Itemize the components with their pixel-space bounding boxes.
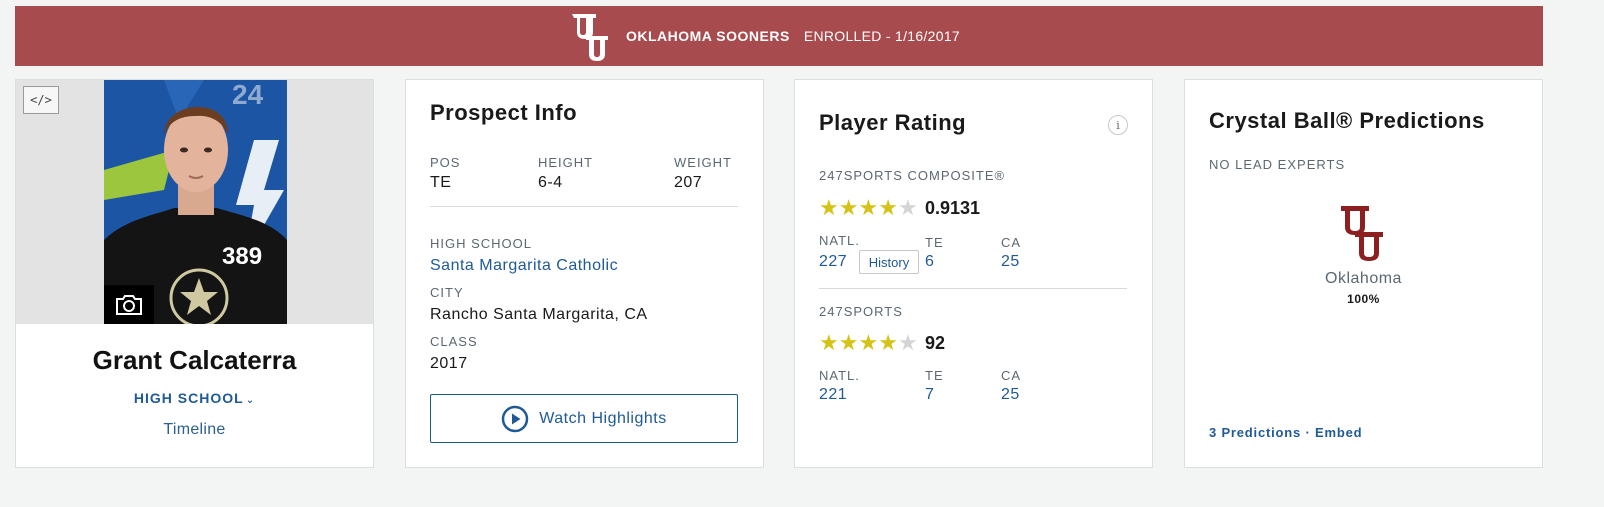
class-value: 2017 bbox=[430, 355, 468, 372]
player-rating-card: Player Rating i 247SPORTS COMPOSITE® ★ ★ ★… bbox=[794, 79, 1153, 468]
team-banner: OKLAHOMA SOONERS ENROLLED - 1/16/2017 bbox=[15, 6, 1543, 66]
crystal-ball-footer: 3 Predictions · Embed bbox=[1209, 425, 1362, 440]
weight-label: WEIGHT bbox=[674, 155, 732, 170]
oklahoma-ou-logo-icon[interactable] bbox=[1339, 202, 1387, 266]
oklahoma-ou-logo-icon[interactable] bbox=[568, 8, 612, 64]
sports-natl-rank[interactable]: 221 bbox=[819, 386, 848, 403]
photo-area: </> 24 389 bbox=[16, 80, 373, 324]
footer-separator: · bbox=[1305, 425, 1311, 440]
weight-value: 207 bbox=[674, 174, 703, 191]
sports-score: 92 bbox=[925, 333, 946, 353]
pos-label: POS bbox=[430, 155, 461, 170]
sports-pos-rank[interactable]: 7 bbox=[925, 386, 935, 403]
predicted-team: Oklahoma bbox=[1325, 270, 1402, 287]
sports-pos-label: TE bbox=[925, 368, 944, 383]
star-empty-icon: ★ bbox=[897, 330, 918, 355]
banner-enrolled-status: ENROLLED - 1/16/2017 bbox=[803, 28, 961, 44]
sports-stars: ★ ★ ★ ★ ★ bbox=[819, 332, 918, 354]
player-rating-title: Player Rating bbox=[819, 110, 967, 135]
banner-content: OKLAHOMA SOONERS ENROLLED - 1/16/2017 bbox=[568, 8, 960, 64]
watch-highlights-button[interactable]: Watch Highlights bbox=[430, 394, 738, 443]
prospect-info-card: Prospect Info POS TE HEIGHT 6-4 WEIGHT 2… bbox=[405, 79, 764, 468]
height-value: 6-4 bbox=[538, 174, 563, 191]
star-filled-icon: ★ bbox=[878, 195, 898, 220]
composite-score: 0.9131 bbox=[925, 198, 981, 218]
height-label: HEIGHT bbox=[538, 155, 594, 170]
sports-natl-label: NATL. bbox=[819, 368, 860, 383]
play-circle-icon bbox=[502, 405, 529, 432]
star-empty-icon: ★ bbox=[897, 195, 918, 220]
player-card: </> 24 389 bbox=[15, 79, 374, 468]
svg-text:24: 24 bbox=[232, 80, 264, 110]
banner-team-name[interactable]: OKLAHOMA SOONERS bbox=[625, 28, 790, 44]
prospect-divider bbox=[430, 206, 738, 207]
star-filled-icon: ★ bbox=[838, 195, 859, 220]
city-value: Rancho Santa Margarita, CA bbox=[430, 306, 648, 323]
level-dropdown[interactable]: HIGH SCHOOL ⌄ bbox=[16, 390, 373, 406]
no-lead-experts-label: NO LEAD EXPERTS bbox=[1209, 157, 1346, 172]
level-dropdown-label: HIGH SCHOOL bbox=[133, 390, 244, 406]
player-photo[interactable]: 24 389 bbox=[104, 80, 287, 324]
predicted-percentage: 100% bbox=[1347, 292, 1380, 306]
predictions-link[interactable]: 3 Predictions bbox=[1209, 425, 1302, 440]
city-label: CITY bbox=[430, 285, 464, 300]
star-filled-icon: ★ bbox=[819, 195, 839, 220]
prospect-info-title: Prospect Info bbox=[430, 100, 578, 125]
player-name: Grant Calcaterra bbox=[92, 345, 297, 375]
jersey-number: 389 bbox=[222, 243, 263, 270]
pos-value: TE bbox=[430, 174, 452, 191]
star-filled-icon: ★ bbox=[838, 330, 859, 355]
rating-divider bbox=[819, 288, 1127, 289]
composite-label: 247SPORTS COMPOSITE® bbox=[819, 168, 1006, 183]
star-filled-icon: ★ bbox=[858, 330, 879, 355]
class-label: CLASS bbox=[430, 334, 478, 349]
camera-icon bbox=[116, 294, 142, 315]
star-filled-icon: ★ bbox=[819, 330, 839, 355]
high-school-label: HIGH SCHOOL bbox=[430, 236, 533, 251]
history-button[interactable]: History bbox=[859, 250, 919, 274]
composite-state-rank[interactable]: 25 bbox=[1001, 253, 1020, 270]
embed-code-button[interactable]: </> bbox=[23, 86, 59, 114]
composite-pos-label: TE bbox=[925, 235, 944, 250]
crystal-ball-card: Crystal Ball® Predictions NO LEAD EXPERT… bbox=[1184, 79, 1543, 468]
timeline-link[interactable]: Timeline bbox=[163, 421, 226, 438]
sports-state-label: CA bbox=[1001, 368, 1022, 383]
info-icon[interactable]: i bbox=[1108, 115, 1128, 135]
star-filled-icon: ★ bbox=[858, 195, 879, 220]
camera-button[interactable] bbox=[104, 285, 154, 324]
sports-state-rank[interactable]: 25 bbox=[1001, 386, 1020, 403]
composite-natl-rank[interactable]: 227 bbox=[819, 253, 848, 270]
star-filled-icon: ★ bbox=[878, 330, 898, 355]
sports-label: 247SPORTS bbox=[819, 304, 903, 319]
composite-stars: ★ ★ ★ ★ ★ bbox=[819, 197, 918, 219]
embed-link[interactable]: Embed bbox=[1315, 425, 1363, 440]
high-school-link[interactable]: Santa Margarita Catholic bbox=[430, 257, 619, 274]
watch-highlights-label: Watch Highlights bbox=[539, 409, 667, 427]
crystal-ball-title: Crystal Ball® Predictions bbox=[1209, 108, 1485, 133]
composite-natl-label: NATL. bbox=[819, 233, 860, 248]
composite-state-label: CA bbox=[1001, 235, 1022, 250]
composite-pos-rank[interactable]: 6 bbox=[925, 253, 935, 270]
chevron-down-icon: ⌄ bbox=[245, 395, 256, 406]
